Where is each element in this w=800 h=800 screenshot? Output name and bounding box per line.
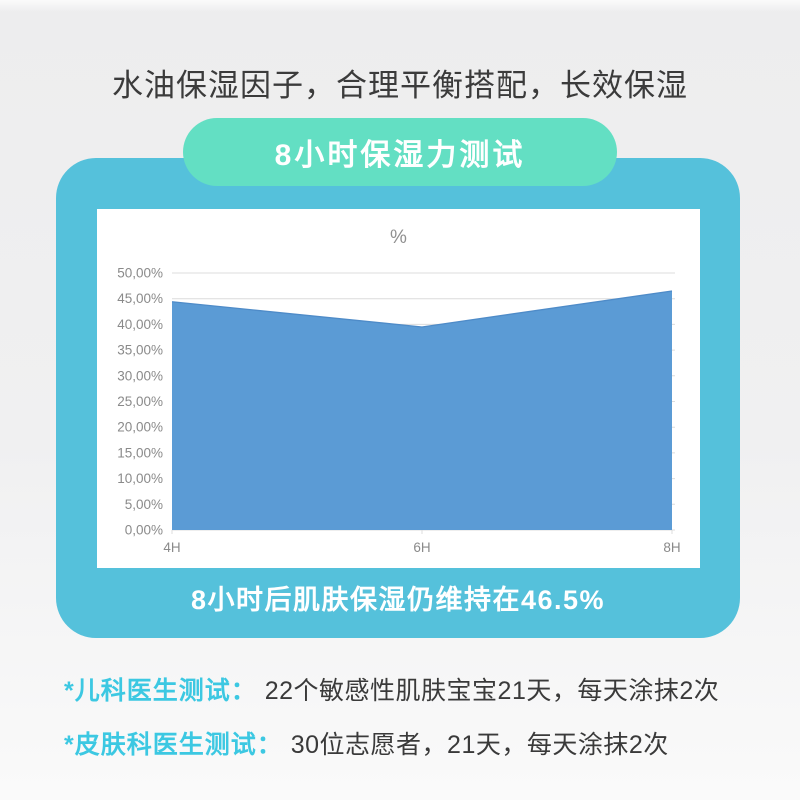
- y-tick-label: 25,00%: [117, 394, 163, 409]
- y-tick-label: 40,00%: [117, 317, 163, 332]
- test-badge-label: 8小时保湿力测试: [274, 139, 526, 172]
- y-tick-label: 30,00%: [117, 368, 163, 383]
- y-tick-label: 0,00%: [125, 523, 163, 538]
- y-tick-label: 10,00%: [117, 471, 163, 486]
- note-label: *儿科医生测试：: [64, 677, 257, 705]
- note-label: *皮肤科医生测试：: [64, 731, 283, 759]
- y-tick-label: 20,00%: [117, 420, 163, 435]
- chart-panel: % 0,00% 5,00% 10,00% 15,00% 20,00% 25,00% 30,00…: [97, 209, 700, 568]
- footnotes: *儿科医生测试： 22个敏感性肌肤宝宝21天，每天涂抹2次 *皮肤科医生测试： …: [64, 662, 719, 770]
- page-title: 水油保湿因子，合理平衡搭配，长效保湿: [112, 68, 688, 103]
- chart-unit-label: %: [390, 227, 407, 248]
- test-badge: 8小时保湿力测试: [183, 118, 617, 186]
- note-line-dermatologist-test: *皮肤科医生测试： 30位志愿者，21天，每天涂抹2次: [64, 716, 719, 770]
- moisture-area-series: [172, 290, 672, 530]
- note-text: 30位志愿者，21天，每天涂抹2次: [290, 731, 669, 759]
- x-tick-label: 6H: [413, 540, 430, 555]
- y-tick-label: 50,00%: [117, 266, 163, 281]
- moisture-area-chart: % 0,00% 5,00% 10,00% 15,00% 20,00% 25,00% 30,00…: [117, 227, 680, 555]
- note-line-pediatric-test: *儿科医生测试： 22个敏感性肌肤宝宝21天，每天涂抹2次: [64, 662, 719, 716]
- x-tick-label: 4H: [163, 540, 180, 555]
- note-text: 22个敏感性肌肤宝宝21天，每天涂抹2次: [264, 677, 720, 705]
- x-tick-label: 8H: [663, 540, 680, 555]
- moisture-area-topline: [171, 290, 673, 328]
- y-tick-label: 15,00%: [117, 445, 163, 460]
- chart-card: % 0,00% 5,00% 10,00% 15,00% 20,00% 25,00% 30,00…: [56, 158, 740, 638]
- y-tick-label: 45,00%: [117, 291, 163, 306]
- y-tick-label: 35,00%: [117, 343, 163, 358]
- chart-caption: 8小时后肌肤保湿仍维持在46.5%: [190, 585, 606, 615]
- y-tick-label: 5,00%: [125, 497, 163, 512]
